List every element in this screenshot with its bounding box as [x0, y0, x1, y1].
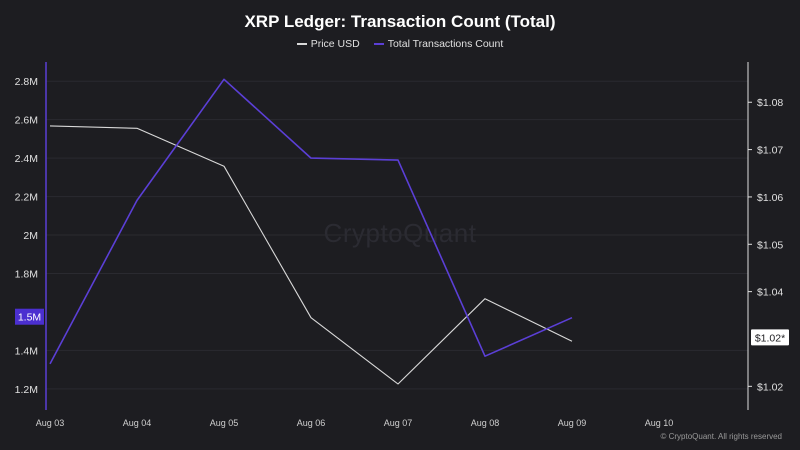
- left-current-value-label: 1.5M: [18, 312, 41, 324]
- x-tick-label: Aug 10: [645, 418, 674, 428]
- transactions-line[interactable]: [49, 78, 573, 365]
- watermark: CryptoQuant: [323, 218, 477, 248]
- chart-title: XRP Ledger: Transaction Count (Total): [244, 12, 556, 31]
- legend-swatch-transactions: [373, 43, 384, 45]
- legend-label-transactions: Total Transactions Count: [387, 38, 504, 50]
- left-tick-label: 2.4M: [15, 153, 38, 165]
- legend-item-price[interactable]: Price USD: [296, 38, 360, 50]
- copyright-text: © CryptoQuant. All rights reserved: [660, 432, 783, 441]
- x-tick-label: Aug 05: [210, 418, 239, 428]
- x-tick-label: Aug 07: [384, 418, 413, 428]
- chart-legend: Price USD Total Transactions Count: [0, 38, 800, 50]
- left-tick-label: 1.8M: [15, 268, 38, 280]
- legend-swatch-price: [296, 43, 307, 45]
- right-tick-label: $1.04: [757, 287, 783, 299]
- left-tick-label: 1.2M: [15, 384, 38, 396]
- right-tick-label: $1.05: [757, 239, 783, 251]
- right-current-value-badge: [751, 329, 789, 346]
- left-current-value-badge: [15, 308, 44, 325]
- left-tick-label: 2.6M: [15, 115, 38, 127]
- x-tick-label: Aug 04: [123, 418, 152, 428]
- right-tick-label: $1.07: [757, 145, 783, 157]
- left-tick-label: 1.4M: [15, 345, 38, 357]
- legend-label-price: Price USD: [310, 38, 360, 50]
- x-tick-label: Aug 03: [36, 418, 65, 428]
- legend-item-transactions[interactable]: Total Transactions Count: [373, 38, 504, 50]
- x-tick-label: Aug 09: [558, 418, 587, 428]
- left-tick-label: 2.8M: [15, 76, 38, 88]
- price-line[interactable]: [49, 125, 573, 385]
- x-tick-label: Aug 08: [471, 418, 500, 428]
- right-current-value-label: $1.02*: [755, 332, 785, 344]
- left-tick-label: 2.2M: [15, 192, 38, 204]
- right-tick-label: $1.02: [757, 381, 783, 393]
- right-tick-label: $1.06: [757, 192, 783, 204]
- x-tick-label: Aug 06: [297, 418, 326, 428]
- right-tick-label: $1.08: [757, 97, 783, 109]
- left-tick-label: 2M: [23, 230, 38, 242]
